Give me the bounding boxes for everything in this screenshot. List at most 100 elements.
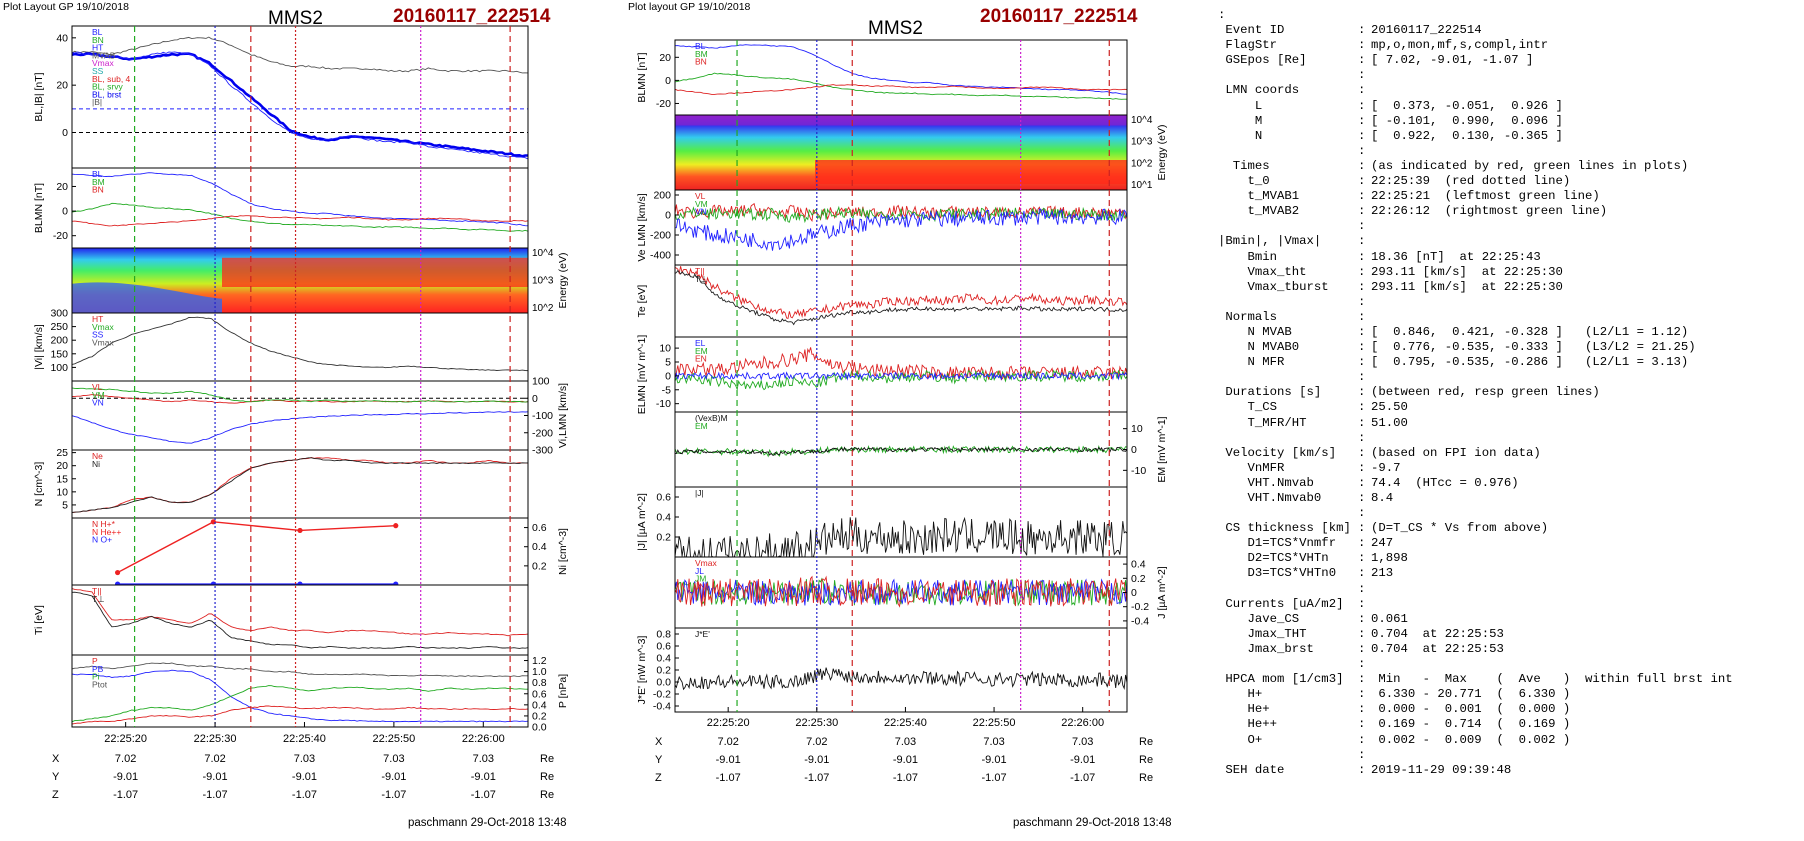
summary-key: Bmin [1218,249,1278,264]
y-tick-label: 0 [62,206,68,218]
summary-row: M: [ -0.101, 0.990, 0.096 ] [1218,114,1804,129]
ephemeris-value: -9.01 [982,754,1007,766]
summary-value: 0.169 - 0.714 ( 0.169 ) [1371,717,1571,732]
summary-value: 74.4 (HTcc = 0.976) [1371,475,1519,490]
summary-key: Normals [1218,309,1278,324]
spectrogram-core-band [815,160,1127,184]
ephemeris-value: -1.07 [203,789,228,801]
summary-value: [ 0.795, -0.535, -0.286 ] (L2/L1 = 3.13) [1371,355,1689,370]
series-line [72,457,528,513]
summary-value: [ 7.02, -9.01, -1.07 ] [1371,53,1534,68]
summary-key: Currents [uA/m2] [1218,596,1344,611]
summary-key: N [1218,128,1263,143]
panel-frame [674,264,1128,338]
summary-colon: : [1358,53,1366,68]
legend-entry: SS [92,330,104,340]
summary-row: N MVAB: [ 0.846, 0.421, -0.328 ] (L2/L1 =… [1218,325,1804,340]
legend-entry: Vmax [92,322,114,332]
y-tick-label: -10 [1131,465,1146,477]
x-tick-label: 22:25:50 [372,733,415,745]
y-tick-label: -0.2 [1131,601,1149,613]
x-tick-label: 22:25:50 [973,717,1016,729]
ephemeris-label: Y [52,771,60,783]
ephemeris-value: -1.07 [716,772,741,784]
panel-content [675,516,1127,557]
ephemeris-value: 7.03 [983,736,1004,748]
summary-key: HPCA mom [1/cm3] [1218,672,1344,687]
ephemeris-unit: Re [1139,754,1153,766]
legend-entry: T⊥ [92,594,105,604]
legend-entry: N He++ [92,527,121,537]
ephemeris-unit: Re [540,771,554,783]
y-tick-label: -5 [662,384,671,396]
y-axis-label: BLMN [nT] [33,183,45,233]
legend-entry: HT [92,314,103,324]
y-tick-label: -100 [532,410,553,422]
panel-content [675,575,1127,608]
summary-key: He+ [1218,702,1270,717]
legend-entry: SS [92,66,104,76]
y-tick-label: -300 [532,445,553,457]
summary-colon: : [1358,732,1366,747]
legend-entry: EM [695,346,708,356]
ephemeris-value: -9.01 [381,771,406,783]
legend-entry: EM [695,421,708,431]
summary-key: |Bmin|, |Vmax| [1218,234,1322,249]
y-tick-label: 0.4 [656,653,671,665]
ephemeris-label: Z [52,789,59,801]
right-figure: Plot layout GP 19/10/2018 MMS2 20160117_… [625,0,1225,841]
y-tick-label: 0.4 [532,541,547,553]
y-tick-label: 10^4 [532,248,554,259]
summary-value: 22:25:21 (leftmost green line) [1371,189,1600,204]
summary-value: 20160117_222514 [1371,23,1482,38]
y-axis-label: J*E' [nW m^-3] [636,636,648,705]
summary-colon: : [1358,430,1366,445]
legend-entry: VN [92,398,104,408]
summary-row: Jmax_THT:0.704 at 22:25:53 [1218,627,1804,642]
panel-content [675,115,1127,190]
series-line [72,705,528,725]
summary-row: L: [ 0.373, -0.051, 0.926 ] [1218,99,1804,114]
legend-entry: Ne [92,451,103,461]
summary-colon: : [1358,279,1366,294]
ephemeris-value: -1.07 [893,772,918,784]
summary-colon: : [1358,566,1366,581]
legend-entry: JL [695,566,704,576]
summary-key: D2=TCS*VHTn [1218,551,1329,566]
summary-row: SEH date:2019-11-29 09:39:48 [1218,763,1804,778]
series-line [675,205,1127,224]
y-axis-label: Energy (eV) [557,252,569,308]
series-line [72,588,528,637]
ephemeris-value: -9.01 [292,771,317,783]
summary-value: 18.36 [nT] at 22:25:43 [1371,249,1541,264]
ephemeris-value: -9.01 [893,754,918,766]
ephemeris-value: 7.02 [806,736,827,748]
footer: paschmann 29-Oct-2018 13:48 [408,817,567,829]
ephemeris-label: Z [655,772,662,784]
y-tick-label: 0 [665,370,671,382]
legend-entry: JN [695,581,705,591]
y-tick-label: 0 [665,75,671,87]
summary-row: : [1218,144,1804,159]
summary-colon: : [1358,611,1366,626]
ephemeris-unit: Re [540,753,554,765]
summary-row: D2=TCS*VHTn:1,898 [1218,551,1804,566]
y-tick-label: 250 [50,321,68,333]
summary-key: T_MFR/HT [1218,415,1307,430]
summary-key: Jmax_brst [1218,641,1314,656]
left-figure: Plot Layout GP 19/10/2018 MMS2 20160117_… [0,0,600,841]
ephemeris-value: -1.07 [113,789,138,801]
y-tick-label: 0 [665,210,671,222]
summary-key: L [1218,98,1263,113]
summary-row: He+: 0.000 - 0.001 ( 0.000 ) [1218,702,1804,717]
ephemeris-value: -1.07 [1070,772,1095,784]
y-axis-label: Te [eV] [636,285,648,318]
ephemeris-value: -1.07 [381,789,406,801]
summary-key: SEH date [1218,762,1285,777]
summary-row: N MFR: [ 0.795, -0.535, -0.286 ] (L2/L1 =… [1218,355,1804,370]
y-tick-label: 0.8 [656,629,671,641]
x-tick-label: 22:25:20 [104,733,147,745]
summary-colon: : [1358,747,1366,762]
summary-value: 293.11 [km/s] at 22:25:30 [1371,264,1563,279]
summary-value: [ -0.101, 0.990, 0.096 ] [1371,113,1563,128]
